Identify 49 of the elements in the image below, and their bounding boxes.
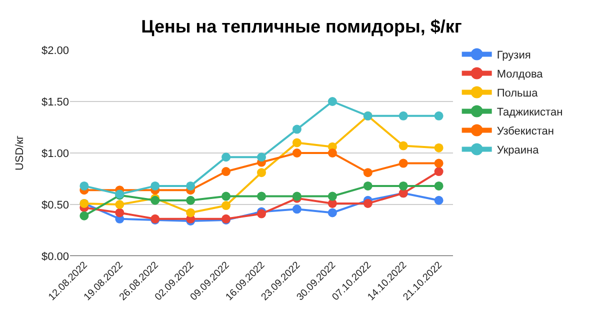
point [434,181,444,190]
point [434,196,444,205]
point [115,200,124,209]
legend-label: Таджикистан [496,106,563,118]
point [363,181,372,190]
point [257,152,266,162]
point [222,152,231,162]
point [292,124,302,134]
point [434,143,444,152]
point [186,208,196,218]
y-tick-label: $0.00 [41,250,69,263]
point [80,181,89,190]
point [434,167,444,176]
point [398,158,408,168]
point [222,201,231,210]
point [292,148,302,158]
y-axis-title: USD/кг [14,135,26,171]
point [186,181,196,190]
point [222,192,231,201]
point [115,208,124,218]
point [222,167,231,176]
point [186,196,196,205]
legend-label: Узбекистан [496,125,554,138]
point [257,192,266,201]
y-tick-label: $2.00 [41,44,69,57]
point [328,97,337,106]
point [363,198,372,208]
point [398,141,408,150]
chart-title: Цены на тепличные помидоры, $/кг [141,16,462,36]
point [328,208,337,218]
point [328,192,337,201]
point [292,138,302,148]
point [363,168,372,178]
y-tick-label: $1.50 [41,96,69,108]
point [257,168,266,178]
point [292,204,302,214]
legend-label: Украина [496,144,540,156]
point [150,181,160,190]
legend-label: Молдова [496,68,544,80]
legend-label: Грузия [496,49,531,62]
y-tick-label: $1.00 [41,148,69,160]
point [398,181,408,190]
point [398,111,408,120]
point [434,111,444,120]
point [434,158,444,168]
point [80,211,89,220]
y-tick-label: $0.50 [41,199,69,212]
point [328,148,337,158]
legend-label: Польша [496,87,539,100]
